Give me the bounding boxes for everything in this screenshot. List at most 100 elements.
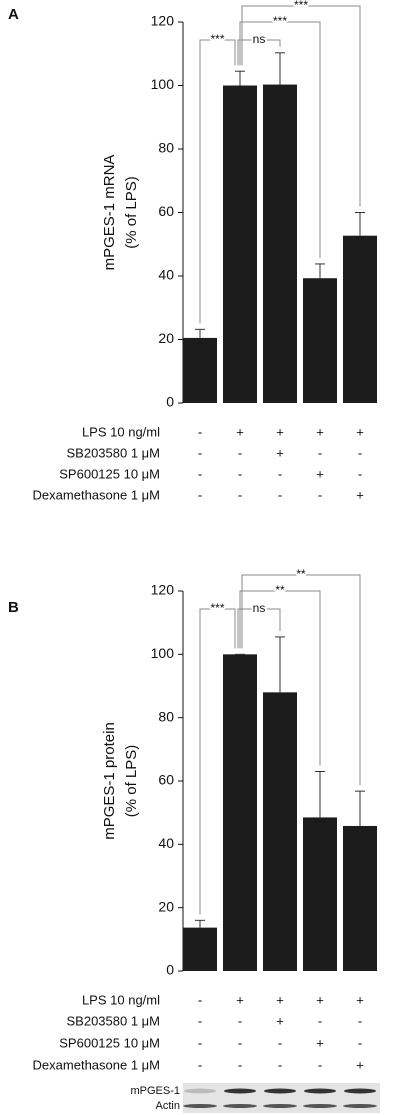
blot-label: Actin (156, 1100, 180, 1112)
treatment-sign: - (278, 1057, 282, 1072)
treatment-sign: - (198, 1035, 202, 1050)
significance-bracket (199, 39, 236, 324)
significance-label: ** (296, 567, 306, 581)
blot-band (304, 1088, 336, 1094)
treatment-sign: - (238, 1057, 242, 1072)
treatment-sign: - (358, 1013, 362, 1028)
significance-bracket (237, 608, 281, 649)
significance-label: ns (253, 601, 266, 615)
blot-label: mPGES-1 (130, 1085, 180, 1097)
significance-label: ** (275, 583, 285, 597)
treatment-sign: - (198, 466, 202, 481)
treatment-sign: - (318, 1057, 322, 1072)
significance-bracket (241, 574, 361, 786)
treatment-sign: - (358, 1035, 362, 1050)
y-axis-label: mPGES-1 mRNA (101, 155, 118, 271)
treatment-sign: - (358, 466, 362, 481)
bar (343, 235, 377, 403)
treatment-sign: + (276, 424, 284, 439)
treatment-label: SP600125 10 μM (59, 466, 160, 481)
treatment-sign: - (198, 992, 202, 1007)
treatment-sign: + (236, 992, 244, 1007)
treatment-label: SB203580 1 μM (67, 445, 161, 460)
treatment-sign: - (198, 1057, 202, 1072)
treatment-sign: - (318, 445, 322, 460)
bar (303, 278, 337, 403)
blot-band (184, 1088, 216, 1094)
treatment-sign: - (278, 487, 282, 502)
treatment-sign: - (358, 445, 362, 460)
treatment-sign: - (238, 487, 242, 502)
treatment-label: Dexamethasone 1 μM (33, 1057, 160, 1072)
bar (183, 337, 217, 403)
blot-band (263, 1104, 297, 1108)
y-tick-label: 80 (158, 140, 174, 156)
significance-label: *** (210, 601, 224, 615)
treatment-sign: - (238, 466, 242, 481)
treatment-sign: + (316, 992, 324, 1007)
treatment-sign: - (238, 1035, 242, 1050)
y-tick-label: 60 (158, 203, 174, 219)
treatment-sign: - (198, 445, 202, 460)
treatment-sign: + (316, 1035, 324, 1050)
y-tick-label: 40 (158, 267, 174, 283)
treatment-sign: - (278, 1035, 282, 1050)
blot-image (183, 1083, 380, 1113)
blot-band (223, 1104, 257, 1108)
panel-label: A (8, 6, 19, 23)
treatment-sign: - (278, 466, 282, 481)
treatment-sign: - (198, 487, 202, 502)
blot-band (224, 1088, 256, 1094)
y-tick-label: 100 (151, 645, 175, 661)
y-axis-label: (% of LPS) (123, 176, 140, 249)
y-tick-label: 40 (158, 835, 174, 851)
treatment-sign: + (276, 992, 284, 1007)
treatment-sign: - (238, 1013, 242, 1028)
bar (263, 692, 297, 971)
significance-bracket (241, 5, 361, 207)
y-tick-label: 120 (151, 13, 175, 29)
blot-band (264, 1088, 296, 1094)
significance-bracket (239, 21, 321, 258)
blot-band (303, 1104, 337, 1108)
significance-label: *** (273, 14, 287, 28)
y-tick-label: 80 (158, 708, 174, 724)
treatment-sign: + (316, 424, 324, 439)
y-tick-label: 60 (158, 772, 174, 788)
panel-label: B (8, 599, 19, 616)
treatment-sign: - (198, 424, 202, 439)
treatment-label: SP600125 10 μM (59, 1035, 160, 1050)
treatment-sign: + (276, 1013, 284, 1028)
bar (303, 817, 337, 971)
treatment-sign: + (236, 424, 244, 439)
treatment-sign: + (316, 466, 324, 481)
y-tick-label: 120 (151, 582, 175, 598)
y-tick-label: 20 (158, 330, 174, 346)
treatment-label: SB203580 1 μM (67, 1013, 161, 1028)
treatment-label: LPS 10 ng/ml (82, 992, 160, 1007)
significance-bracket (237, 39, 281, 66)
significance-bracket (199, 608, 236, 915)
treatment-sign: - (238, 445, 242, 460)
blot-band (344, 1088, 376, 1094)
treatment-sign: + (356, 1057, 364, 1072)
blot-band (183, 1104, 217, 1108)
bar (223, 654, 257, 971)
treatment-sign: + (356, 992, 364, 1007)
treatment-label: Dexamethasone 1 μM (33, 487, 160, 502)
treatment-sign: - (318, 487, 322, 502)
y-tick-label: 100 (151, 76, 175, 92)
treatment-sign: + (276, 445, 284, 460)
y-tick-label: 20 (158, 898, 174, 914)
treatment-sign: + (356, 487, 364, 502)
significance-label: *** (294, 0, 308, 12)
y-axis-label: mPGES-1 protein (101, 722, 118, 840)
bar (263, 84, 297, 404)
bar (183, 927, 217, 971)
treatment-sign: - (198, 1013, 202, 1028)
significance-label: ns (253, 32, 266, 46)
treatment-sign: + (356, 424, 364, 439)
bar (343, 825, 377, 971)
treatment-label: LPS 10 ng/ml (82, 424, 160, 439)
